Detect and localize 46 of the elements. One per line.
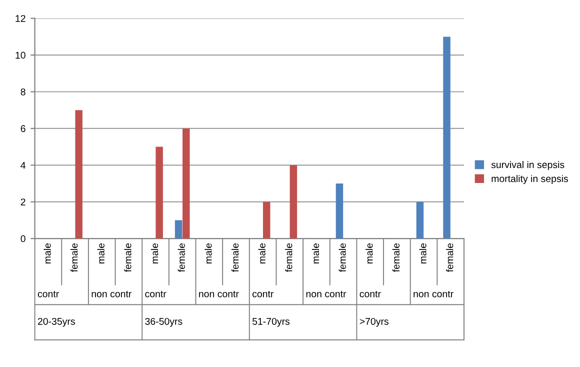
- x-tick-label: male: [204, 243, 212, 264]
- text: 51-70yrs: [252, 318, 290, 327]
- y-tick-label: 0: [20, 235, 26, 242]
- y-tick-label: 4: [20, 162, 26, 169]
- x-tick-label: male: [312, 243, 320, 264]
- bar: [182, 128, 190, 239]
- text: non contr: [306, 290, 346, 298]
- x-tick-label: female: [231, 243, 239, 272]
- x-tick-label: male: [97, 243, 104, 264]
- x-tick-label: female: [70, 243, 78, 272]
- x-tick-label: male: [258, 243, 266, 264]
- y-tick-label: 2: [20, 198, 26, 206]
- bar: [262, 202, 270, 239]
- bar: [174, 220, 182, 239]
- bar: [290, 165, 298, 239]
- bar: [443, 36, 450, 239]
- y-tick-label: 12: [16, 15, 26, 22]
- y-tick-label: 8: [20, 88, 26, 96]
- text: 36-50yrs: [145, 318, 182, 327]
- bar: [336, 184, 344, 239]
- bar: [75, 110, 82, 239]
- text: contr: [145, 290, 166, 298]
- legend-label: mortality in sepsis: [492, 174, 568, 184]
- x-tick-label: female: [124, 243, 132, 272]
- x-tick-label: male: [44, 243, 51, 264]
- x-tick-label: male: [366, 243, 373, 264]
- x-tick-label: female: [392, 243, 400, 272]
- text: >70yrs: [360, 318, 388, 327]
- x-tick-label: female: [285, 243, 292, 272]
- bar: [156, 146, 163, 239]
- text: non contr: [92, 290, 132, 298]
- legend-label: survival in sepsis: [491, 160, 564, 170]
- text: non contr: [414, 290, 454, 298]
- bar: [416, 202, 424, 239]
- x-tick-label: female: [178, 243, 185, 272]
- x-tick-label: female: [446, 243, 454, 272]
- text: 20-35yrs: [38, 318, 75, 327]
- text: contr: [360, 290, 381, 298]
- x-tick-label: male: [419, 243, 426, 264]
- text: contr: [38, 290, 59, 298]
- x-tick-label: female: [338, 243, 346, 272]
- x-tick-label: male: [150, 243, 158, 264]
- text: non contr: [199, 290, 239, 298]
- y-tick-label: 10: [16, 52, 26, 59]
- y-tick-label: 6: [20, 125, 26, 132]
- text: contr: [252, 290, 274, 298]
